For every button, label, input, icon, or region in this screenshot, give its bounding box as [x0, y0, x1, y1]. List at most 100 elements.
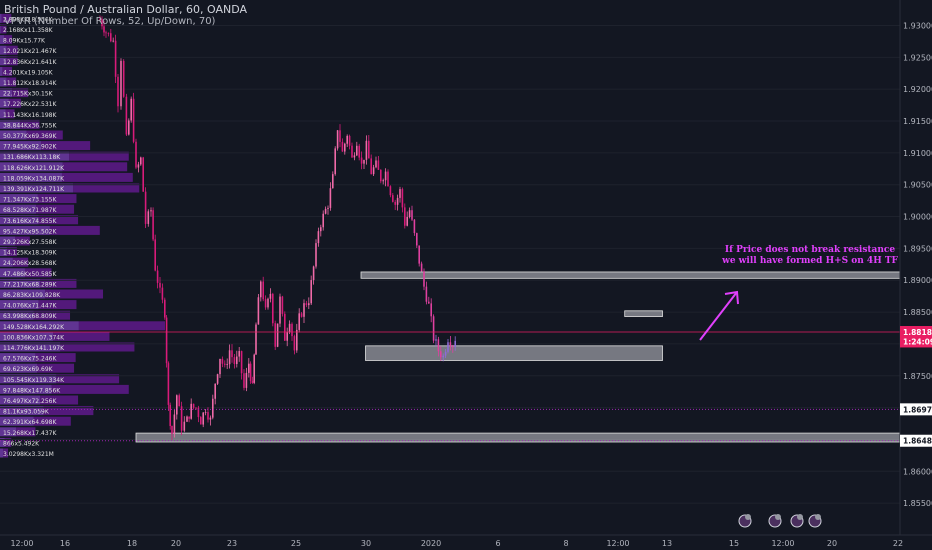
candle-body: [416, 233, 418, 246]
y-tick-label: 1.90500: [903, 181, 932, 190]
vp-bar-buy: [0, 98, 9, 108]
candle-body: [156, 270, 159, 283]
vp-bar-buy: [0, 109, 6, 119]
vp-bar-buy: [0, 141, 42, 151]
vp-bar-sell: [3, 448, 9, 458]
x-tick-label: 8: [563, 539, 568, 548]
vp-bar-sell: [69, 151, 129, 161]
candle-body: [251, 380, 254, 383]
candle-body: [255, 324, 257, 355]
y-tick-label: 1.91500: [903, 117, 932, 126]
y-tick-label: 1.92000: [903, 85, 932, 94]
price-label-box: [900, 403, 932, 416]
small-target-box: [624, 310, 663, 317]
candle-body: [233, 357, 236, 365]
candle-body: [188, 416, 190, 419]
upper-resistance-zone: [360, 271, 932, 279]
event-icon-badge: [775, 514, 781, 520]
y-axis[interactable]: 1.855001.860001.865001.870001.875001.880…: [899, 0, 932, 550]
vp-bar-buy: [0, 204, 37, 214]
vp-bar-sell: [15, 236, 30, 246]
vp-row-label: 105.545Kx119.334K: [3, 377, 65, 384]
candle-body: [269, 293, 272, 299]
candle-body: [336, 130, 339, 149]
vp-bar-buy: [0, 183, 74, 193]
candle-body: [310, 280, 312, 304]
candle-body: [195, 407, 197, 409]
candle-body: [300, 313, 303, 317]
candle-body: [356, 145, 358, 156]
candle-body: [447, 342, 449, 352]
vp-bar-buy: [0, 406, 44, 416]
vp-row-label: 131.686Kx113.18K: [3, 154, 61, 161]
vp-row-label: 95.427Kx95.502K: [3, 228, 57, 235]
x-tick-label: 25: [291, 539, 301, 548]
candle-body: [186, 416, 188, 422]
vp-row-label: 3.0298Kx3.321M: [3, 451, 54, 458]
x-axis[interactable]: 12:00 16 18 20 23 25 30 2020 6 8 12:00 13 15 12:00 20 2…: [0, 534, 932, 548]
arrow-shaft: [699, 291, 738, 341]
vp-row-label: 74.076Kx71.447K: [3, 303, 57, 310]
candle-body: [216, 374, 219, 384]
vp-bar-buy: [0, 194, 38, 204]
vp-bar-sell: [12, 257, 29, 267]
vp-bar-sell: [16, 427, 36, 437]
candle-body: [305, 303, 308, 306]
candle-body: [245, 372, 248, 388]
candle-body: [332, 174, 334, 189]
candle-body: [180, 406, 183, 431]
candle-body: [150, 210, 152, 212]
candle-body: [394, 201, 396, 205]
candle-body: [423, 271, 425, 287]
vp-bar-sell: [49, 225, 100, 235]
candle-body: [125, 96, 128, 135]
candle-body: [363, 159, 365, 164]
vp-row-label: 15.268Kx17.437K: [3, 430, 57, 437]
candle-body: [406, 217, 408, 226]
candle-body: [154, 239, 156, 271]
vp-row-label: 71.347Kx73.155K: [3, 197, 57, 204]
candle-body: [224, 363, 226, 365]
candle-body: [272, 293, 274, 324]
candle-body: [165, 317, 168, 364]
candle-body: [101, 19, 103, 27]
candle-body: [339, 130, 341, 142]
candle-body: [425, 286, 428, 302]
vp-row-label: 17.226Kx22.531K: [3, 101, 57, 108]
candle-body: [440, 351, 442, 358]
candle-body: [142, 157, 144, 192]
price-lines: [0, 331, 900, 442]
vp-bar-sell: [8, 98, 21, 108]
y-tick-label: 1.93000: [903, 21, 932, 30]
candle-body: [169, 404, 171, 427]
lower-support-zone: [365, 345, 663, 361]
event-icons[interactable]: [738, 514, 822, 528]
vp-row-label: 77.945Kx92.902K: [3, 144, 57, 151]
vp-bar-buy: [0, 321, 79, 331]
candle-body: [231, 350, 233, 358]
candle-body: [99, 19, 101, 20]
vp-bar-buy: [0, 384, 52, 394]
vp-bar-buy: [0, 130, 27, 140]
candle-body: [341, 141, 344, 152]
candle-body: [348, 135, 351, 146]
candle-body: [444, 351, 447, 356]
x-tick-label: 20: [827, 539, 837, 548]
y-tick-label: 1.89000: [903, 276, 932, 285]
vp-bar-buy: [0, 45, 7, 55]
candle-body: [264, 299, 267, 308]
candle-body: [454, 340, 456, 347]
candle-body: [346, 135, 348, 144]
vp-bar-buy: [0, 215, 39, 225]
candle-body: [279, 296, 281, 324]
vp-row-label: 73.616Kx74.855K: [3, 218, 57, 225]
vp-row-label: 86.283Kx109.828K: [3, 292, 61, 299]
candle-body: [159, 282, 161, 288]
candle-body: [312, 266, 315, 281]
candle-body: [288, 323, 291, 333]
vp-row-label: 47.486Kx50.585K: [3, 271, 57, 278]
vp-row-label: 22.715Kx30.15K: [3, 91, 54, 98]
vp-row-label: 4.201Kx19.105K: [3, 69, 54, 76]
candle-body: [183, 421, 186, 431]
